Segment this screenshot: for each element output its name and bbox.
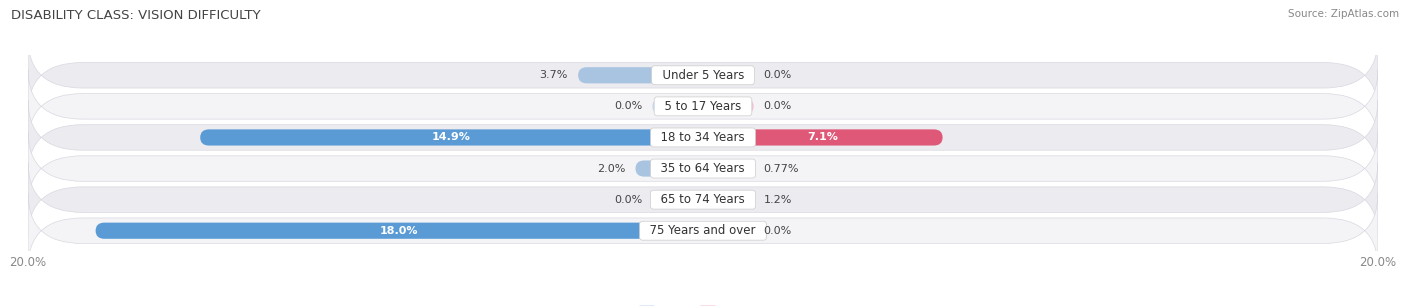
FancyBboxPatch shape: [96, 223, 703, 239]
FancyBboxPatch shape: [28, 100, 1378, 174]
FancyBboxPatch shape: [578, 67, 703, 83]
Text: 5 to 17 Years: 5 to 17 Years: [657, 100, 749, 113]
Text: 35 to 64 Years: 35 to 64 Years: [654, 162, 752, 175]
FancyBboxPatch shape: [28, 38, 1378, 112]
FancyBboxPatch shape: [703, 129, 942, 146]
Text: DISABILITY CLASS: VISION DIFFICULTY: DISABILITY CLASS: VISION DIFFICULTY: [11, 9, 262, 22]
Text: 7.1%: 7.1%: [807, 132, 838, 143]
FancyBboxPatch shape: [200, 129, 703, 146]
FancyBboxPatch shape: [703, 192, 744, 208]
FancyBboxPatch shape: [652, 192, 703, 208]
Text: 2.0%: 2.0%: [598, 163, 626, 174]
Text: Source: ZipAtlas.com: Source: ZipAtlas.com: [1288, 9, 1399, 19]
FancyBboxPatch shape: [703, 98, 754, 114]
Text: 0.0%: 0.0%: [763, 226, 792, 236]
FancyBboxPatch shape: [703, 160, 728, 177]
Text: 18.0%: 18.0%: [380, 226, 419, 236]
Text: 0.77%: 0.77%: [763, 163, 799, 174]
Text: 75 Years and over: 75 Years and over: [643, 224, 763, 237]
FancyBboxPatch shape: [28, 194, 1378, 268]
Text: 18 to 34 Years: 18 to 34 Years: [654, 131, 752, 144]
FancyBboxPatch shape: [652, 98, 703, 114]
FancyBboxPatch shape: [28, 162, 1378, 237]
Text: 0.0%: 0.0%: [614, 195, 643, 205]
Text: 0.0%: 0.0%: [763, 101, 792, 111]
Text: 65 to 74 Years: 65 to 74 Years: [654, 193, 752, 206]
Text: Under 5 Years: Under 5 Years: [655, 69, 751, 82]
FancyBboxPatch shape: [636, 160, 703, 177]
FancyBboxPatch shape: [703, 223, 754, 239]
FancyBboxPatch shape: [28, 69, 1378, 144]
Text: 1.2%: 1.2%: [763, 195, 792, 205]
Text: 0.0%: 0.0%: [614, 101, 643, 111]
FancyBboxPatch shape: [28, 132, 1378, 206]
Text: 0.0%: 0.0%: [763, 70, 792, 80]
FancyBboxPatch shape: [703, 67, 754, 83]
Text: 3.7%: 3.7%: [540, 70, 568, 80]
Text: 14.9%: 14.9%: [432, 132, 471, 143]
